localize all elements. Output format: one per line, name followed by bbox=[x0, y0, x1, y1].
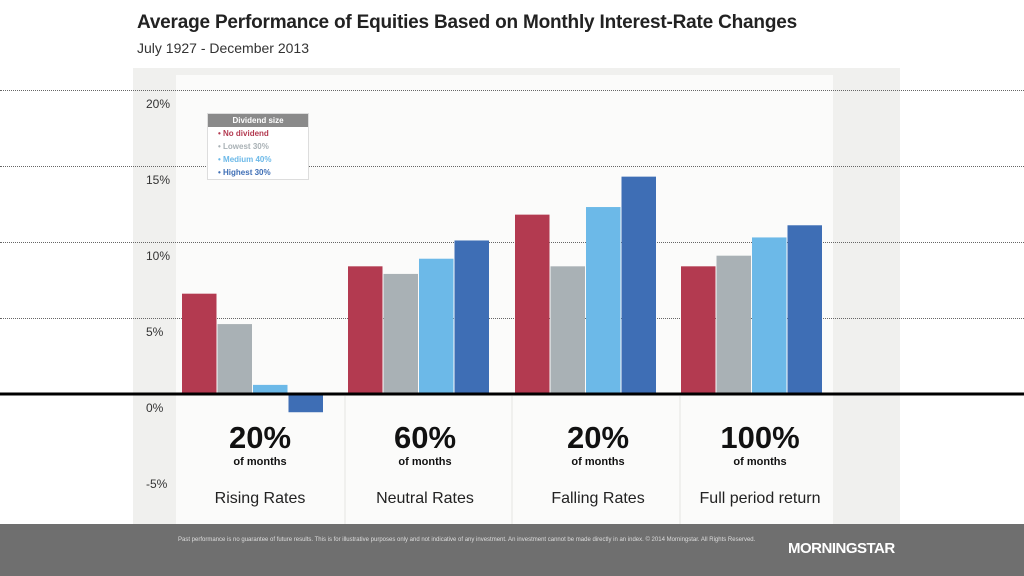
category-share-note: of months bbox=[733, 456, 787, 468]
y-tick-label: 5% bbox=[146, 325, 164, 339]
legend-item-lowest: • Lowest 30% bbox=[218, 142, 269, 151]
bar bbox=[383, 273, 418, 394]
bar bbox=[621, 176, 656, 394]
bar bbox=[454, 240, 489, 394]
bar bbox=[253, 384, 288, 394]
category-share-note: of months bbox=[398, 456, 452, 468]
category-share-note: of months bbox=[233, 456, 287, 468]
y-tick-label: -5% bbox=[146, 477, 168, 491]
legend-item-medium: • Medium 40% bbox=[218, 155, 272, 164]
footer-disclaimer: Past performance is no guarantee of futu… bbox=[178, 537, 756, 543]
bar bbox=[217, 324, 252, 394]
category-block-full: 100% of months Full period return bbox=[680, 422, 840, 508]
legend-label: Medium 40% bbox=[223, 155, 272, 164]
bar bbox=[288, 394, 323, 413]
bar bbox=[348, 266, 383, 394]
bar bbox=[752, 237, 787, 394]
legend-label: Highest 30% bbox=[223, 168, 271, 177]
legend-label: Lowest 30% bbox=[223, 142, 269, 151]
legend-item-no-dividend: • No dividend bbox=[218, 129, 269, 138]
gridline bbox=[0, 242, 1024, 243]
category-share: 20% bbox=[566, 420, 630, 455]
chart-title: Average Performance of Equities Based on… bbox=[137, 12, 797, 33]
category-label: Rising Rates bbox=[214, 490, 306, 507]
bar bbox=[716, 255, 751, 394]
bar bbox=[787, 225, 822, 394]
bar bbox=[419, 258, 454, 394]
legend-item-highest: • Highest 30% bbox=[218, 168, 271, 177]
category-share-note: of months bbox=[571, 456, 625, 468]
bar bbox=[681, 266, 716, 394]
category-label: Falling Rates bbox=[551, 490, 645, 507]
category-share: 20% bbox=[228, 420, 292, 455]
category-label: Full period return bbox=[699, 490, 821, 507]
category-block-rising: 20% of months Rising Rates bbox=[180, 422, 340, 508]
y-tick-label: 15% bbox=[146, 173, 170, 187]
chart-subtitle: July 1927 - December 2013 bbox=[137, 40, 309, 56]
y-tick-label: 20% bbox=[146, 97, 170, 111]
bar bbox=[586, 207, 621, 394]
category-block-falling: 20% of months Falling Rates bbox=[518, 422, 678, 508]
gridline bbox=[0, 318, 1024, 319]
footer: Past performance is no guarantee of futu… bbox=[0, 524, 1024, 576]
y-tick-label: 0% bbox=[146, 401, 164, 415]
gridline bbox=[0, 166, 1024, 167]
gridline bbox=[0, 90, 1024, 91]
bar bbox=[182, 293, 217, 394]
y-tick-label: 10% bbox=[146, 249, 170, 263]
legend-label: No dividend bbox=[223, 129, 269, 138]
category-share: 100% bbox=[720, 420, 800, 455]
category-block-neutral: 60% of months Neutral Rates bbox=[345, 422, 505, 508]
morningstar-logo: MORNINGSTAR bbox=[788, 540, 895, 557]
bar bbox=[550, 266, 585, 394]
legend-title: Dividend size bbox=[208, 114, 308, 127]
bar bbox=[515, 214, 550, 394]
legend: Dividend size • No dividend • Lowest 30%… bbox=[207, 113, 309, 180]
category-label: Neutral Rates bbox=[376, 490, 474, 507]
category-share: 60% bbox=[393, 420, 457, 455]
